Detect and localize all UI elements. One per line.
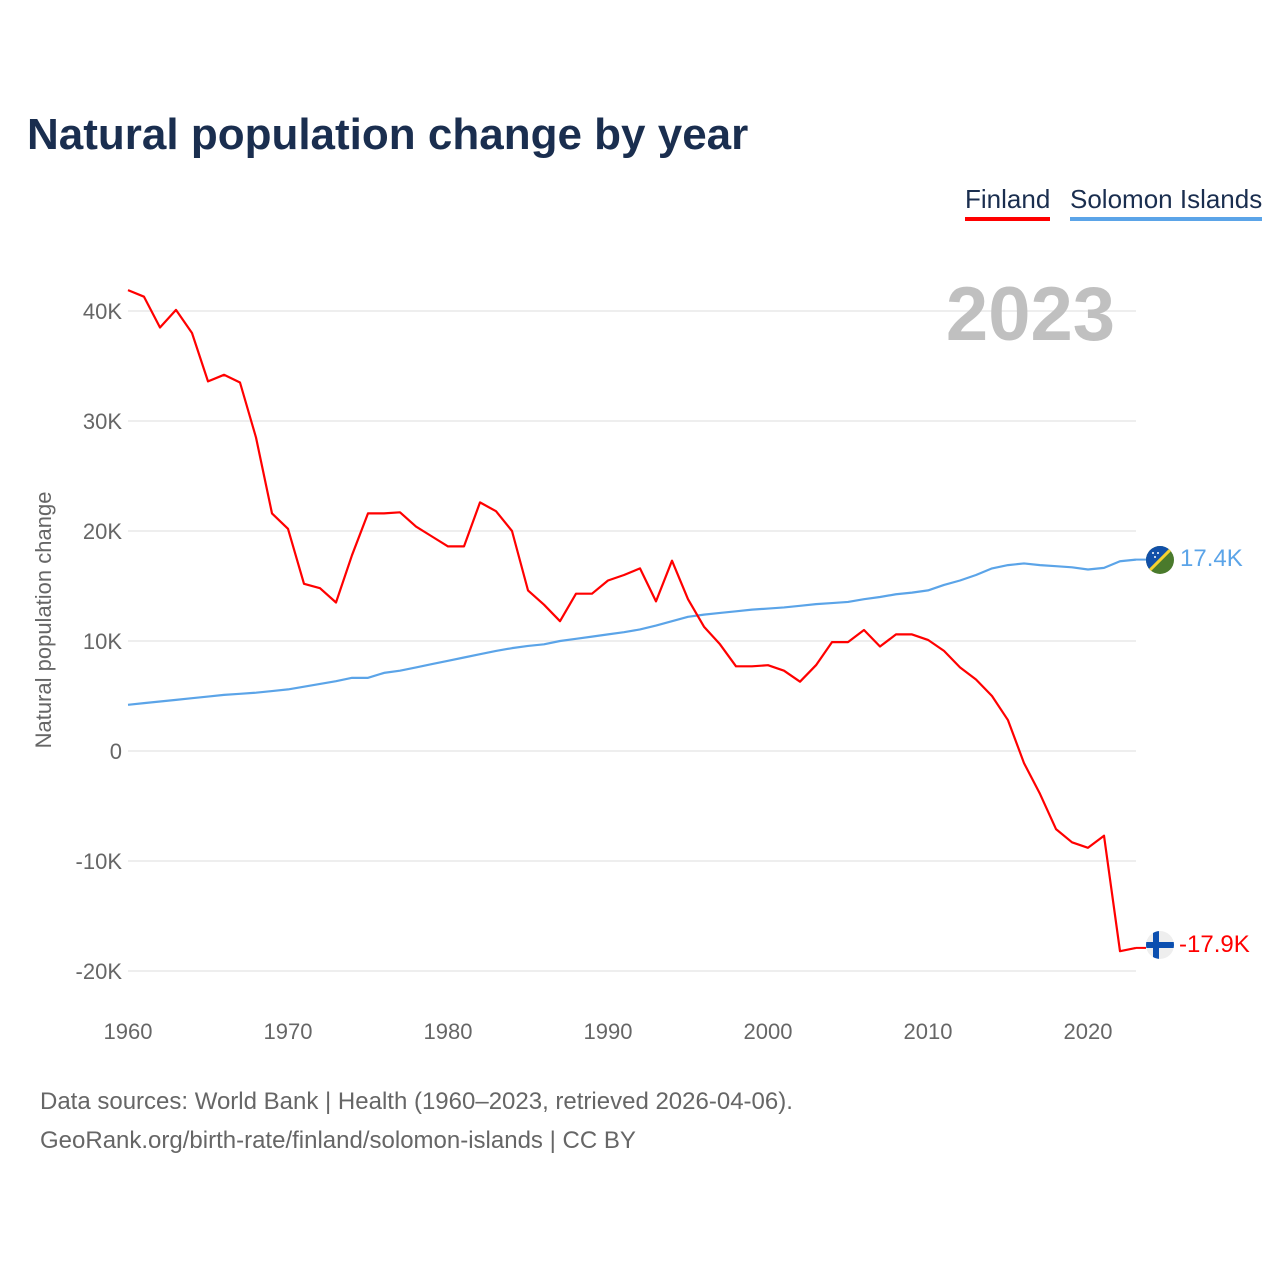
chart-title: Natural population change by year <box>27 110 749 159</box>
x-tick-label: 1980 <box>424 1019 473 1044</box>
y-tick-label: 40K <box>83 299 122 324</box>
y-tick-label: 0 <box>110 739 122 764</box>
series-line-solomon-islands[interactable] <box>127 558 1137 706</box>
footer-attribution[interactable]: GeoRank.org/birth-rate/finland/solomon-i… <box>40 1127 636 1154</box>
x-tick-label: 1990 <box>584 1019 633 1044</box>
grid <box>128 310 1136 972</box>
x-tick-label: 1970 <box>264 1019 313 1044</box>
y-axis-ticks: -20K -10K 0 10K 20K 30K 40K <box>76 299 123 984</box>
legend-finland[interactable]: Finland <box>965 184 1051 221</box>
y-tick-label: 20K <box>83 519 122 544</box>
solomon-islands-end-label: 17.4K <box>1180 545 1243 572</box>
footer-sources: Data sources: World Bank | Health (1960–… <box>40 1088 793 1115</box>
y-tick-label: 30K <box>83 409 122 434</box>
solomon-islands-flag-icon <box>1146 546 1174 574</box>
y-tick-label: -20K <box>76 959 123 984</box>
series-lines <box>127 289 1146 953</box>
finland-flag-icon <box>1146 931 1174 959</box>
y-axis-label: Natural population change <box>31 492 56 749</box>
legend-solomon-islands[interactable]: Solomon Islands <box>1070 184 1263 221</box>
x-tick-label: 1960 <box>104 1019 153 1044</box>
x-axis-ticks: 1960 1970 1980 1990 2000 2010 2020 <box>104 1019 1113 1044</box>
current-year-label: 2023 <box>946 272 1115 357</box>
series-line-finland[interactable] <box>127 289 1137 953</box>
x-tick-label: 2020 <box>1064 1019 1113 1044</box>
y-tick-label: -10K <box>76 849 123 874</box>
y-tick-label: 10K <box>83 629 122 654</box>
finland-end-label: -17.9K <box>1179 931 1250 958</box>
x-tick-label: 2010 <box>904 1019 953 1044</box>
x-tick-label: 2000 <box>744 1019 793 1044</box>
